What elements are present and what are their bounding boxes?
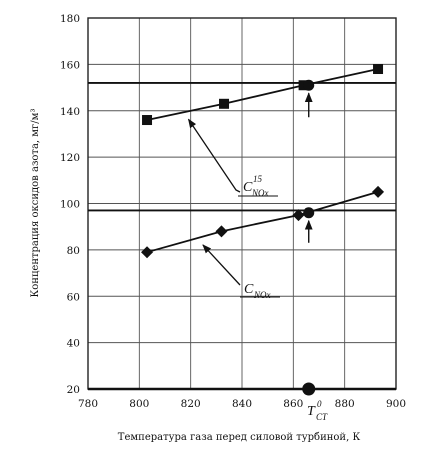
y-tick-label: 180 xyxy=(60,13,80,25)
y-axis-label: Концентрация оксидов азота, мг/м³ xyxy=(30,109,41,298)
svg-text:15: 15 xyxy=(253,174,263,184)
square-marker xyxy=(219,98,230,109)
series-line-2 xyxy=(146,191,379,254)
design-point-upper xyxy=(303,79,315,91)
x-tick-labels: 780 800 820 840 860 880 900 xyxy=(78,398,406,410)
svg-text:NOx: NOx xyxy=(253,290,271,300)
series-lines xyxy=(146,68,379,254)
svg-text:NOx: NOx xyxy=(251,188,269,198)
y-tick-label: 120 xyxy=(60,152,80,164)
design-point-lower xyxy=(303,207,315,219)
y-tick-label: 140 xyxy=(60,106,80,118)
x-tick-label: 900 xyxy=(386,398,406,410)
x-tick-label: 780 xyxy=(78,398,98,410)
x-axis-label: Температура газа перед силовой турбиной,… xyxy=(118,432,361,443)
svg-text:T: T xyxy=(307,404,316,419)
y-tick-label: 40 xyxy=(67,338,80,350)
diamond-marker xyxy=(215,225,228,238)
y-tick-label: 80 xyxy=(67,245,80,257)
y-tick-labels: 20 40 60 80 100 120 140 160 180 xyxy=(60,13,80,396)
y-tick-label: 20 xyxy=(67,384,80,396)
y-tick-label: 100 xyxy=(60,199,80,211)
design-point-label: T 0 CT xyxy=(307,399,328,422)
x-tick-label: 820 xyxy=(181,398,201,410)
x-tick-label: 880 xyxy=(335,398,355,410)
svg-text:CT: CT xyxy=(316,412,328,422)
y-tick-label: 60 xyxy=(67,291,80,303)
diamond-marker xyxy=(292,209,305,222)
svg-text:C: C xyxy=(243,180,253,195)
series-line-1 xyxy=(146,68,379,121)
upper-label-arrow xyxy=(187,118,241,193)
square-marker xyxy=(373,64,384,75)
svg-text:C: C xyxy=(244,282,254,297)
annotation-arrows xyxy=(187,92,313,298)
x-tick-label: 840 xyxy=(232,398,252,410)
y-tick-label: 160 xyxy=(60,59,80,71)
lower-label-arrow xyxy=(202,244,241,286)
diamond-marker xyxy=(372,185,385,198)
reference-lines xyxy=(88,82,396,391)
diamond-marker xyxy=(141,246,154,259)
lower-curve-label: C NOx xyxy=(244,282,271,300)
series-markers xyxy=(141,64,385,396)
x-tick-label: 860 xyxy=(283,398,303,410)
grid-lines xyxy=(88,18,396,389)
square-marker xyxy=(142,115,153,126)
design-point-base xyxy=(302,382,316,396)
svg-text:0: 0 xyxy=(317,399,322,409)
upper-curve-label: C 15 NOx xyxy=(243,174,269,198)
x-tick-label: 800 xyxy=(129,398,149,410)
